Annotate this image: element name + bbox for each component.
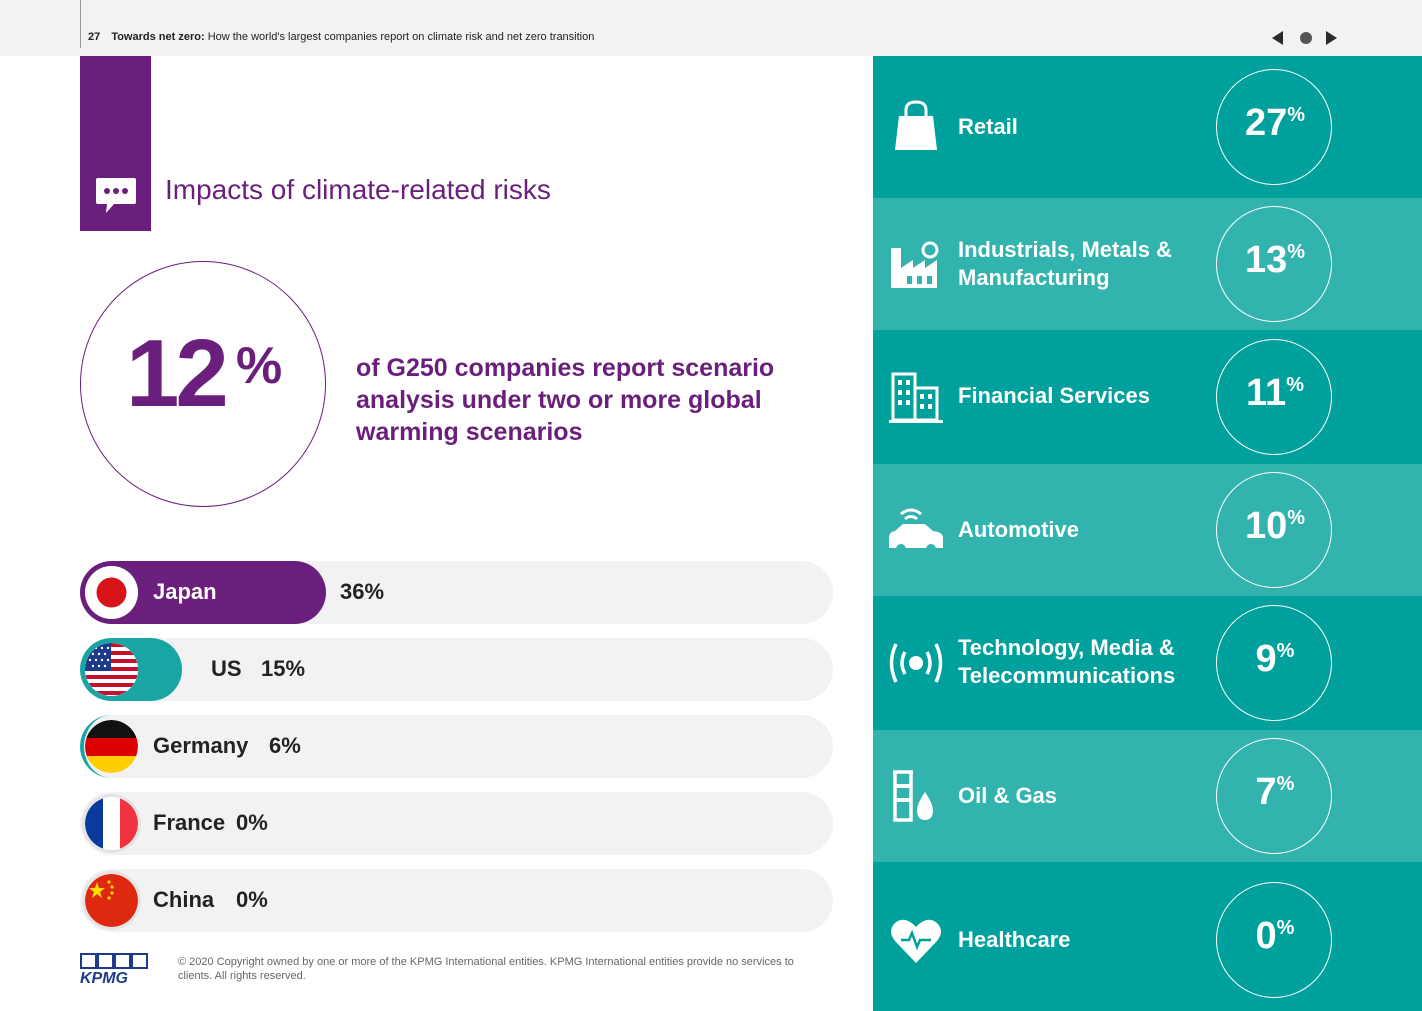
- headline-description: of G250 companies report scenario analys…: [356, 354, 775, 446]
- bar-fill: [80, 715, 143, 778]
- sector-value: 13%: [1244, 239, 1306, 281]
- factory-icon: [891, 241, 939, 288]
- sector-row-automotive: Automotive 10%: [873, 464, 1422, 596]
- sector-value-circle: 11%: [1216, 339, 1332, 455]
- sector-value: 0%: [1255, 915, 1295, 957]
- sector-label: Automotive: [958, 517, 1079, 542]
- country-bar-china: China 0%: [80, 869, 833, 932]
- country-value: 0%: [236, 810, 268, 835]
- broadcast-icon: [889, 643, 943, 683]
- section-title: Impacts of climate-related risks: [165, 174, 551, 205]
- country-bar-france: France 0%: [80, 792, 833, 855]
- page-navigation: [1268, 28, 1344, 48]
- sector-row-industrials: Industrials, Metals & Manufacturing 13%: [873, 198, 1422, 330]
- running-header: 27 Towards net zero: How the world's lar…: [88, 31, 594, 43]
- home-dot-icon[interactable]: [1300, 32, 1312, 44]
- headline-circle: [80, 261, 326, 507]
- france-flag-icon: [85, 797, 138, 850]
- japan-flag-icon: [85, 566, 138, 619]
- sector-label: Technology, Media & Telecommunications: [958, 635, 1176, 688]
- country-bar-us: US 15%: [80, 638, 833, 701]
- next-page-icon[interactable]: [1326, 31, 1337, 45]
- sector-value-circle: 7%: [1216, 738, 1332, 854]
- country-value: 36%: [340, 579, 385, 604]
- country-label: Japan: [153, 579, 217, 604]
- top-bar: 27 Towards net zero: How the world's lar…: [0, 0, 1422, 56]
- connected-car-icon: [889, 508, 943, 554]
- previous-page-icon[interactable]: [1272, 31, 1283, 45]
- country-value: 6%: [269, 733, 301, 758]
- report-subtitle: How the world's largest companies report…: [207, 31, 595, 43]
- country-label: Germany: [153, 733, 249, 758]
- sector-label: Industrials, Metals & Manufacturing: [958, 237, 1172, 290]
- country-value: 15%: [261, 656, 306, 681]
- heart-icon: [891, 919, 941, 963]
- oil-drop-icon: [893, 770, 933, 822]
- country-label: China: [153, 887, 215, 912]
- sector-value-circle: 9%: [1216, 605, 1332, 721]
- sector-value: 7%: [1255, 771, 1295, 813]
- sector-value: 27%: [1244, 102, 1306, 144]
- country-value: 0%: [236, 887, 268, 912]
- svg-text:KPMG: KPMG: [80, 970, 128, 985]
- sector-row-financial: Financial Services 11%: [873, 330, 1422, 464]
- country-label: France: [153, 810, 226, 835]
- sector-value-circle: 10%: [1216, 472, 1332, 588]
- china-flag-icon: [85, 874, 138, 927]
- sector-row-retail: Retail 27%: [873, 56, 1422, 198]
- sector-label: Oil & Gas: [958, 783, 1058, 808]
- header-divider: [80, 0, 81, 48]
- sector-value-circle: 13%: [1216, 206, 1332, 322]
- sector-value-circle: 0%: [1216, 882, 1332, 998]
- speech-bubble-icon: [96, 178, 136, 213]
- sector-value: 10%: [1244, 505, 1306, 547]
- headline-value: 12: [126, 320, 229, 427]
- kpmg-logo: KPMG: [80, 953, 148, 985]
- sector-row-tmt: Technology, Media & Telecommunications 9…: [873, 596, 1422, 730]
- copyright-notice: © 2020 Copyright owned by one or more of…: [178, 956, 794, 982]
- page-number: 27: [88, 31, 101, 43]
- office-building-icon: [889, 372, 943, 423]
- sector-label: Healthcare: [958, 927, 1071, 952]
- sector-value-circle: 27%: [1216, 69, 1332, 185]
- shopping-bag-icon: [895, 100, 937, 150]
- report-section: Towards net zero:: [111, 31, 205, 43]
- us-flag-icon: [85, 643, 138, 696]
- sector-label: Retail: [958, 114, 1018, 139]
- country-bar-germany: Germany 6%: [80, 715, 833, 778]
- country-bar-japan: Japan 36%: [80, 561, 833, 624]
- germany-flag-icon: [85, 720, 138, 773]
- sector-label: Financial Services: [958, 383, 1150, 408]
- sector-panel: Retail 27% Industrials, Metals & Manufac…: [873, 56, 1422, 1011]
- sector-row-oil-gas: Oil & Gas 7%: [873, 730, 1422, 862]
- sector-value: 11%: [1246, 372, 1304, 414]
- country-label: US: [211, 656, 242, 681]
- sector-row-healthcare: Healthcare 0%: [873, 862, 1422, 1011]
- sector-value: 9%: [1255, 638, 1295, 680]
- headline-unit: %: [236, 337, 283, 395]
